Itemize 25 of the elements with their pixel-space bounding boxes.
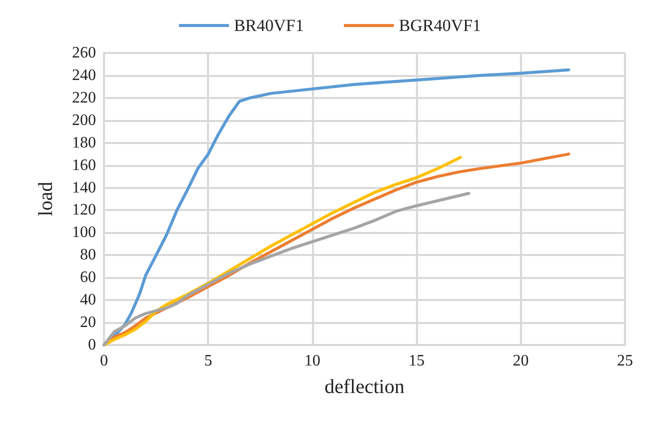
x-tick-label: 0 (100, 352, 108, 370)
y-axis-title: load (35, 182, 57, 216)
y-tick-label: 60 (80, 269, 96, 286)
x-tick-label: 25 (617, 352, 633, 370)
y-tick-label: 200 (72, 112, 96, 129)
y-tick-label: 180 (72, 134, 96, 152)
y-tick-label: 80 (80, 246, 96, 264)
y-tick-label: 260 (72, 44, 96, 62)
legend-label: BGR40VF1 (398, 16, 482, 35)
y-tick-label: 240 (72, 66, 96, 84)
x-axis-title: deflection (324, 376, 404, 398)
x-tick-label: 20 (512, 352, 529, 370)
y-tick-label: 140 (72, 179, 96, 196)
y-tick-label: 100 (72, 224, 96, 242)
y-tick-label: 0 (88, 336, 96, 354)
y-tick-label: 160 (72, 156, 96, 174)
legend-label: BR40VF1 (234, 16, 304, 35)
y-tick-label: 40 (80, 292, 96, 309)
y-tick-label: 20 (80, 314, 96, 332)
line-series (102, 192, 470, 346)
x-tick-label: 15 (408, 352, 425, 370)
y-tick-label: 120 (72, 202, 96, 219)
x-tick-label: 5 (204, 352, 212, 370)
x-tick-label: 10 (304, 352, 320, 370)
y-tick-label: 220 (72, 89, 96, 106)
